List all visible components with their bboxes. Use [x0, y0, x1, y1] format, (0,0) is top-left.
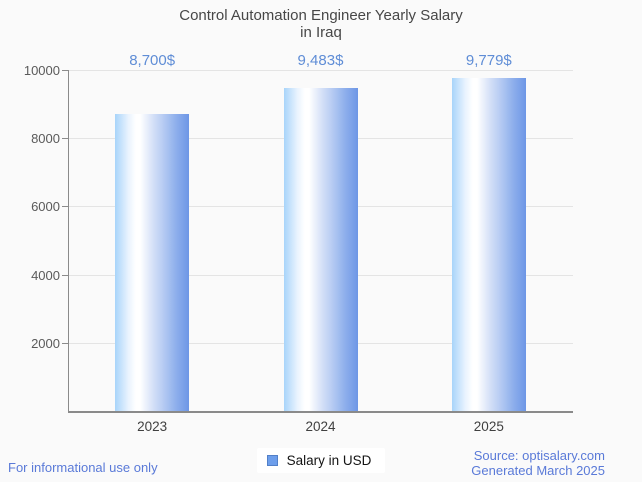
legend-label: Salary in USD [286, 453, 372, 468]
y-axis-tick [62, 138, 68, 140]
y-axis-tick [62, 274, 68, 276]
y-axis-label: 6000 [31, 199, 60, 215]
y-axis-label: 2000 [31, 335, 60, 351]
bar-value-label: 9,483$ [297, 52, 344, 69]
x-axis-label: 2025 [473, 419, 504, 434]
legend-entry: Salary in USD [256, 448, 386, 473]
x-axis-line [68, 411, 573, 413]
y-axis-line [68, 70, 69, 413]
gridline [68, 70, 573, 71]
y-axis-label: 4000 [31, 267, 60, 283]
source-attribution: Source: optisalary.com Generated March 2… [471, 448, 605, 478]
bar-value-label: 9,779$ [465, 52, 512, 69]
y-axis-tick [62, 206, 68, 208]
y-axis-tick [62, 70, 68, 71]
y-axis-label: 10000 [23, 63, 60, 78]
bar-2025[interactable] [451, 77, 526, 411]
y-axis-label: 8000 [31, 131, 60, 147]
x-axis-label: 2024 [305, 419, 336, 434]
chart-title-line2: in Iraq [300, 24, 342, 41]
legend-swatch-icon [266, 455, 278, 466]
chart-title-line1: Control Automation Engineer Yearly Salar… [179, 7, 463, 24]
chart-title: Control Automation Engineer Yearly Salar… [0, 7, 642, 41]
disclaimer-text: For informational use only [8, 460, 158, 475]
bar-2023[interactable] [115, 114, 190, 411]
generated-text: Generated March 2025 [471, 463, 605, 478]
bar-2024[interactable] [283, 87, 358, 411]
x-axis-label: 2023 [137, 419, 168, 434]
bar-value-label: 8,700$ [129, 52, 176, 69]
y-axis-tick [62, 342, 68, 344]
legend: Salary in USD [0, 448, 642, 473]
source-text: Source: optisalary.com [473, 448, 605, 463]
